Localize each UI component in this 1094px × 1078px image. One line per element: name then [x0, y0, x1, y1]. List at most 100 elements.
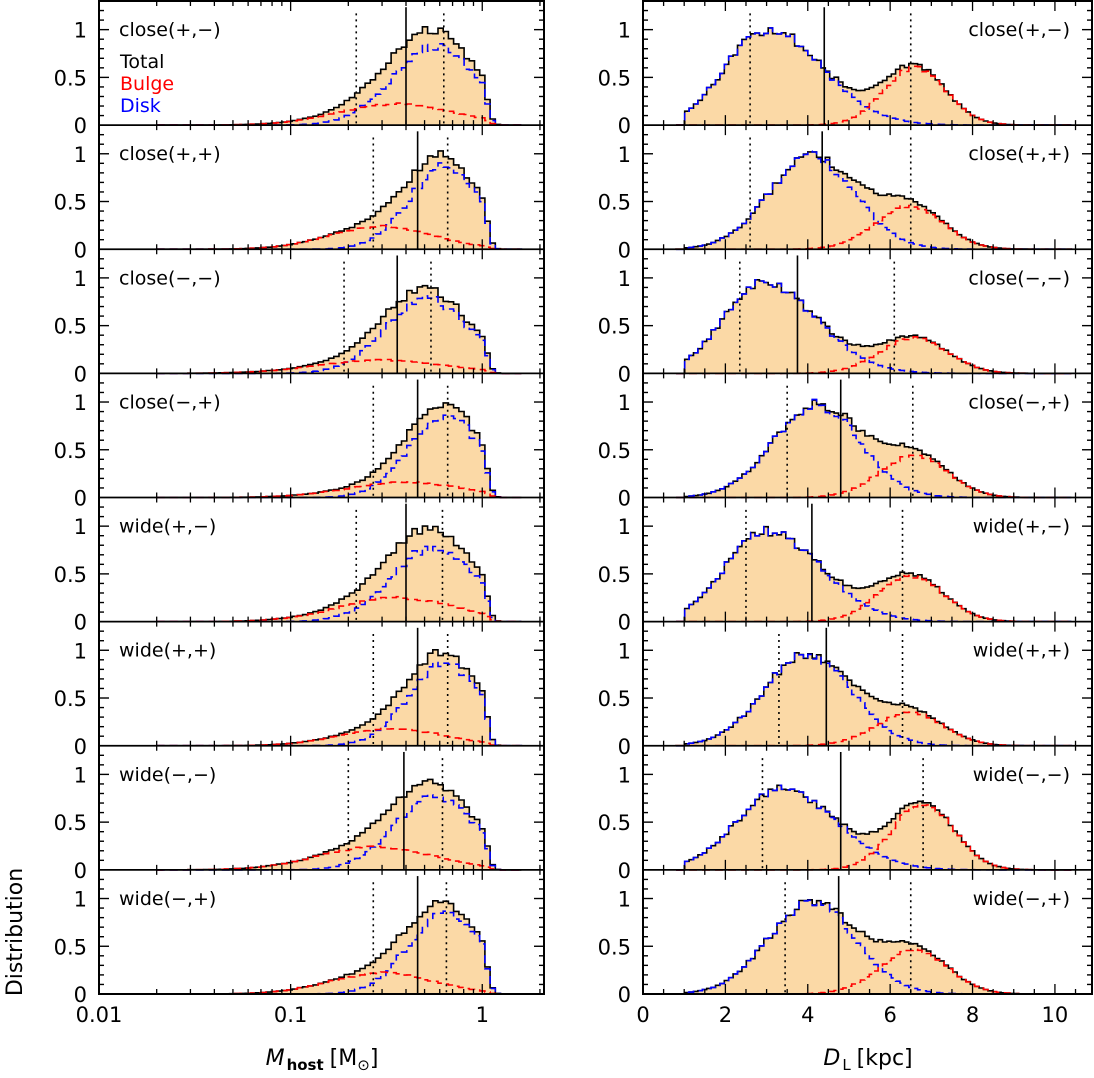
y-tick-label: 0: [618, 983, 631, 1007]
bulge-line: [155, 358, 522, 375]
y-tick-label: 1: [618, 267, 631, 291]
y-tick-label: 0: [618, 859, 631, 883]
total-fill: [676, 785, 1072, 870]
panel-label: wide(+,−): [973, 516, 1070, 538]
left-xlabel-unit-symbol: ⊙: [357, 1056, 370, 1074]
y-tick-label: 0.5: [54, 563, 87, 587]
y-tick-label: 1: [74, 143, 87, 167]
legend: Total Bulge Disk: [119, 51, 174, 117]
panel-label: close(+,−): [119, 19, 221, 41]
disk-line: [155, 162, 523, 250]
total-line: [156, 778, 522, 871]
y-tick-label: 0: [618, 362, 631, 386]
total-fill: [156, 150, 522, 250]
y-tick-label: 0.5: [598, 66, 631, 90]
y-tick-label: 0: [74, 983, 87, 1007]
x-tick-label: 4: [801, 1003, 814, 1027]
left-xlabel-sub: host: [287, 1056, 324, 1074]
total-fill: [676, 151, 1072, 250]
panel-label: wide(−,+): [973, 888, 1070, 910]
y-tick-label: 0: [618, 238, 631, 262]
left-xlabel-unit-close: ]: [370, 1046, 379, 1071]
y-tick-label: 1: [74, 391, 87, 415]
y-tick-label: 0.5: [598, 315, 631, 339]
y-tick-label: 0.5: [54, 935, 87, 959]
bulge-line: [676, 803, 1072, 871]
left-xlabel-symbol: M: [266, 1046, 285, 1071]
y-tick-label: 0.5: [54, 315, 87, 339]
y-tick-label: 0.5: [598, 563, 631, 587]
y-tick-label: 0: [618, 735, 631, 759]
total-fill: [676, 27, 1072, 126]
y-tick-label: 0.5: [54, 191, 87, 215]
panel-label: wide(−,−): [973, 764, 1070, 786]
y-tick-label: 0: [74, 735, 87, 759]
total-fill: [676, 279, 1072, 374]
y-tick-label: 1: [74, 267, 87, 291]
y-tick-label: 0: [74, 362, 87, 386]
x-tick-label: 0.01: [76, 1003, 123, 1027]
y-tick-label: 1: [618, 639, 631, 663]
y-tick-label: 0.5: [598, 439, 631, 463]
bulge-line: [675, 204, 1073, 250]
total-fill: [156, 26, 522, 126]
y-tick-label: 1: [618, 391, 631, 415]
total-fill: [156, 402, 522, 498]
y-tick-label: 1: [74, 19, 87, 43]
axes-ticks: 00.5100.5100.5100.5100.5100.5100.5100.51…: [54, 1, 1092, 1027]
x-tick-label: 2: [719, 1003, 732, 1027]
panel-label: close(−,+): [968, 391, 1070, 413]
y-tick-label: 0.5: [598, 687, 631, 711]
y-tick-label: 0: [74, 114, 87, 138]
right-xlabel-sub: L: [842, 1056, 851, 1074]
x-tick-label: 0.1: [274, 1003, 307, 1027]
x-tick-label: 1: [476, 1003, 489, 1027]
histogram-panel-right-6: wide(−,−): [676, 751, 1072, 871]
legend-disk: Disk: [120, 95, 161, 117]
y-tick-label: 0.5: [598, 191, 631, 215]
right-xlabel-unit: [kpc]: [857, 1046, 913, 1071]
total-fill: [156, 649, 522, 746]
bulge-line: [156, 481, 522, 499]
y-tick-label: 1: [74, 515, 87, 539]
disk-line: [676, 150, 1073, 251]
x-tick-label: 10: [1042, 1003, 1069, 1027]
panel-label: wide(−,+): [119, 888, 216, 910]
histogram-panel-right-2: close(−,−): [676, 255, 1072, 375]
y-tick-label: 0: [74, 611, 87, 635]
left-xlabel-unit: [M: [330, 1046, 358, 1071]
y-tick-label: 1: [618, 515, 631, 539]
bulge-line: [155, 727, 523, 747]
y-tick-label: 1: [618, 888, 631, 912]
x-tick-label: 6: [883, 1003, 896, 1027]
y-tick-label: 0.5: [54, 811, 87, 835]
x-tick-label: 8: [966, 1003, 979, 1027]
y-tick-label: 0.5: [54, 439, 87, 463]
x-tick-label: 0: [636, 1003, 649, 1027]
panel-label: wide(+,+): [973, 640, 1070, 662]
panel-label: close(−,−): [968, 267, 1070, 289]
panel-label: close(−,+): [119, 391, 221, 413]
y-tick-label: 1: [74, 639, 87, 663]
y-axis-label: Distribution: [3, 868, 28, 996]
total-fill: [156, 526, 522, 622]
y-tick-label: 0: [74, 487, 87, 511]
total-fill: [676, 526, 1072, 622]
y-tick-label: 0: [74, 859, 87, 883]
panel-label: close(+,+): [119, 143, 221, 165]
total-fill: [156, 285, 522, 374]
y-tick-label: 0: [618, 611, 631, 635]
histogram-panel-left-4: wide(+,−): [119, 503, 522, 623]
y-tick-label: 0.5: [598, 811, 631, 835]
bulge-line: [676, 65, 1072, 126]
disk-line: [155, 661, 523, 747]
histogram-panel-right-1: close(+,+): [675, 131, 1073, 251]
total-fill: [676, 400, 1072, 498]
legend-total: Total: [119, 51, 164, 73]
bulge-line: [156, 845, 522, 871]
y-tick-label: 0.5: [598, 935, 631, 959]
y-tick-label: 0: [618, 114, 631, 138]
disk-line: [156, 295, 522, 375]
